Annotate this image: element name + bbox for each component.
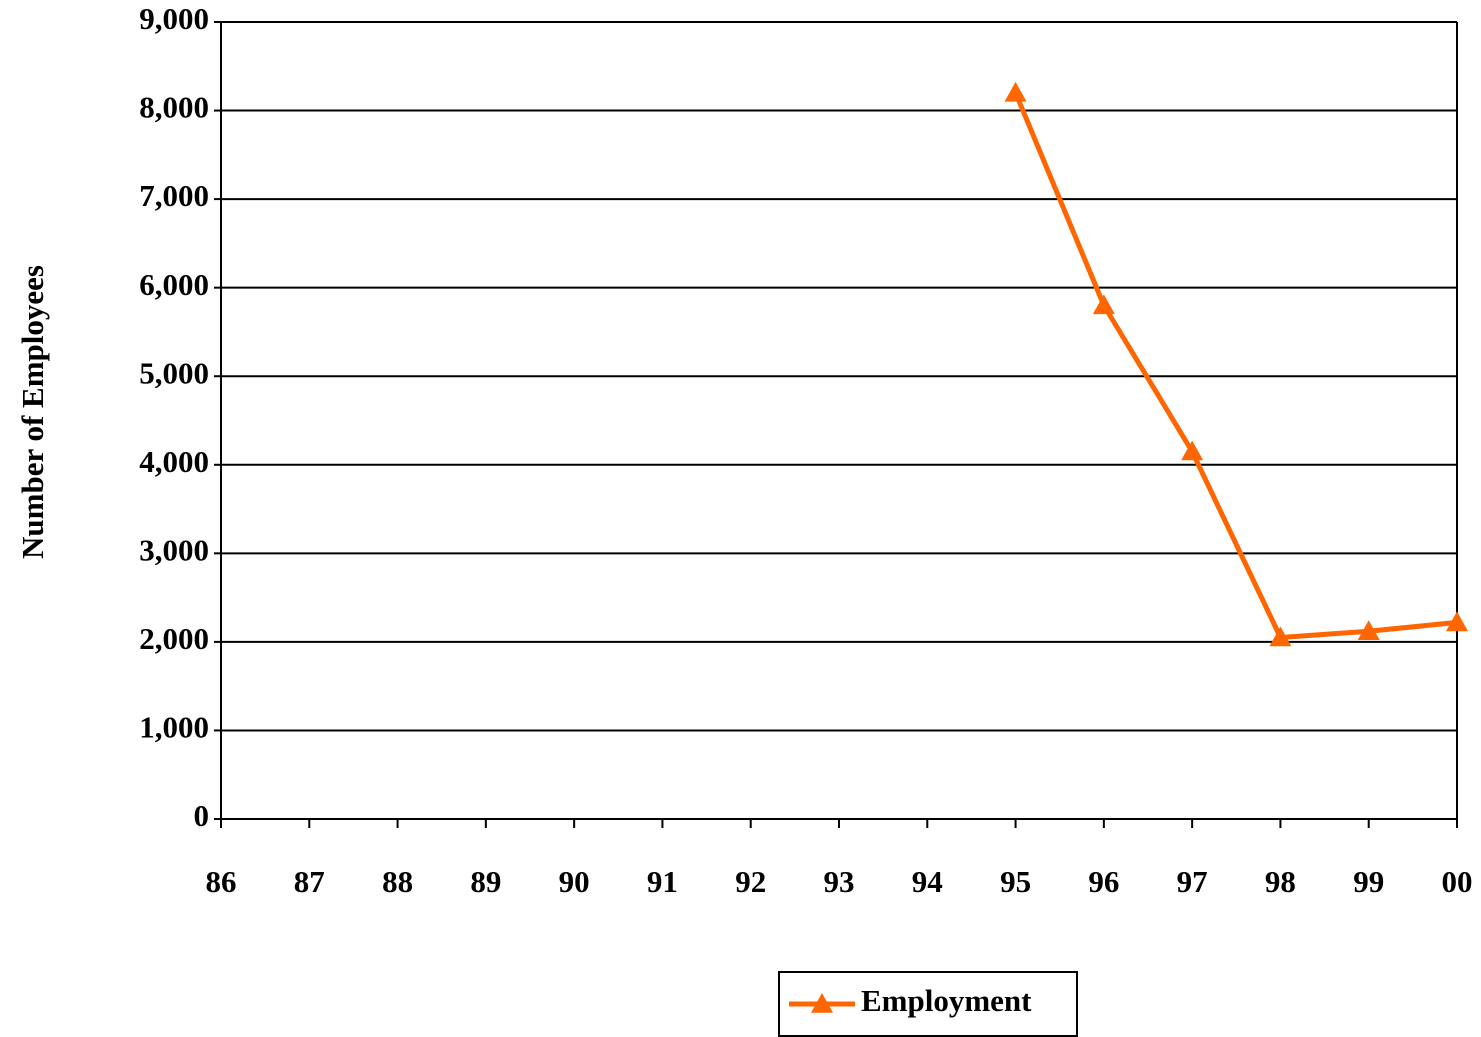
x-tick-label: 94	[912, 864, 943, 899]
x-tick-label: 99	[1353, 864, 1384, 899]
marker	[1181, 440, 1204, 461]
x-tick-label: 93	[824, 864, 855, 899]
x-tick-label: 90	[559, 864, 590, 899]
marker	[1269, 626, 1292, 647]
y-tick-label: 0	[194, 798, 210, 833]
y-tick-label: 9,000	[139, 1, 209, 36]
x-tick-label: 97	[1177, 864, 1208, 899]
x-tick-label: 86	[206, 864, 237, 899]
marker	[1357, 620, 1380, 641]
y-tick-label: 6,000	[139, 267, 209, 302]
x-tick-label: 98	[1265, 864, 1296, 899]
y-tick-label: 8,000	[139, 90, 209, 125]
x-tick-label: 87	[294, 864, 325, 899]
marker	[1446, 611, 1468, 632]
x-tick-label: 89	[470, 864, 501, 899]
x-tick-label: 95	[1000, 864, 1031, 899]
marker	[1004, 81, 1027, 102]
y-tick-label: 5,000	[139, 355, 209, 390]
marker	[1092, 294, 1115, 315]
y-axis-label: Number of Employees	[15, 265, 50, 559]
y-tick-label: 2,000	[139, 621, 209, 656]
x-tick-label: 00	[1442, 864, 1473, 899]
y-tick-label: 3,000	[139, 532, 209, 567]
legend-marker	[811, 993, 833, 1013]
x-tick-label: 92	[735, 864, 766, 899]
y-tick-label: 1,000	[139, 710, 209, 745]
legend-box	[778, 971, 1078, 1037]
x-tick-label: 96	[1088, 864, 1119, 899]
x-tick-label: 91	[647, 864, 678, 899]
y-tick-label: 4,000	[139, 444, 209, 479]
x-tick-label: 88	[382, 864, 413, 899]
line	[1013, 91, 1458, 640]
y-tick-label: 7,000	[139, 178, 209, 213]
legend-label: Employment	[861, 983, 1032, 1018]
